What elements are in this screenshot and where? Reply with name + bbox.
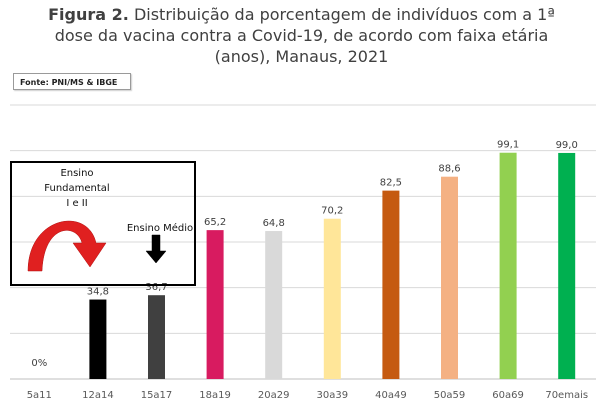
figure-number: Figura 2. [48, 5, 129, 24]
tick-label-20a29: 20a29 [258, 390, 290, 401]
bar-20a29 [265, 231, 283, 379]
data-label-60a69: 99,1 [497, 140, 519, 151]
title-line-2: dose da vacina contra a Covid-19, de aco… [54, 26, 549, 45]
data-label-12a14: 34,8 [87, 287, 109, 298]
bar-60a69 [499, 152, 517, 379]
bar-18a19 [206, 230, 224, 379]
title-line-3: (anos), Manaus, 2021 [214, 47, 389, 66]
tick-label-60a69: 60a69 [492, 390, 524, 401]
bar-15a17 [148, 295, 165, 379]
bar-30a39 [323, 218, 341, 379]
fundamental-label: Ensino Fundamental I e II [44, 168, 110, 209]
tick-label-40a49: 40a49 [375, 390, 407, 401]
x-tick-labels: 5a11 12a14 15a17 18a19 20a29 30a39 40a49 50a59 6… [27, 390, 588, 401]
bar-12a14 [89, 299, 107, 379]
tick-label-15a17: 15a17 [141, 390, 173, 401]
gridlines [10, 104, 596, 380]
data-label-15a17: 36,7 [145, 282, 167, 293]
data-label-20a29: 64,8 [263, 218, 285, 229]
tick-label-30a39: 30a39 [317, 390, 349, 401]
source-box: Fonte: PNI/MS & IBGE [13, 73, 131, 90]
tick-label-5a11: 5a11 [27, 390, 52, 401]
tick-label-18a19: 18a19 [199, 390, 231, 401]
data-label-18a19: 65,2 [204, 217, 226, 228]
bar-50a59 [441, 176, 458, 379]
data-label-50a59: 88,6 [438, 164, 460, 175]
down-arrow-icon [145, 234, 167, 264]
tick-label-50a59: 50a59 [434, 390, 466, 401]
bar-70emais [558, 152, 576, 379]
data-label-70emais: 99,0 [556, 140, 578, 151]
tick-label-12a14: 12a14 [82, 390, 114, 401]
data-label-40a49: 82,5 [380, 178, 402, 189]
medio-label: Ensino Médio [126, 223, 194, 234]
school-level-callout: Ensino Fundamental I e II Ensino Médio [10, 161, 196, 286]
title-line-1: Distribuição da porcentagem de indivíduo… [133, 5, 555, 24]
bars [89, 152, 576, 379]
data-label-5a11: 0% [31, 358, 47, 369]
bar-40a49 [382, 190, 400, 379]
data-label-30a39: 70,2 [321, 206, 343, 217]
chart-title: Figura 2. Distribuição da porcentagem de… [0, 4, 603, 67]
tick-label-70emais: 70emais [545, 390, 588, 401]
data-labels: 0% 34,8 36,7 65,2 64,8 70,2 82,5 88,6 99,1 99,0 [31, 140, 577, 369]
curved-arrow-icon [27, 220, 107, 272]
